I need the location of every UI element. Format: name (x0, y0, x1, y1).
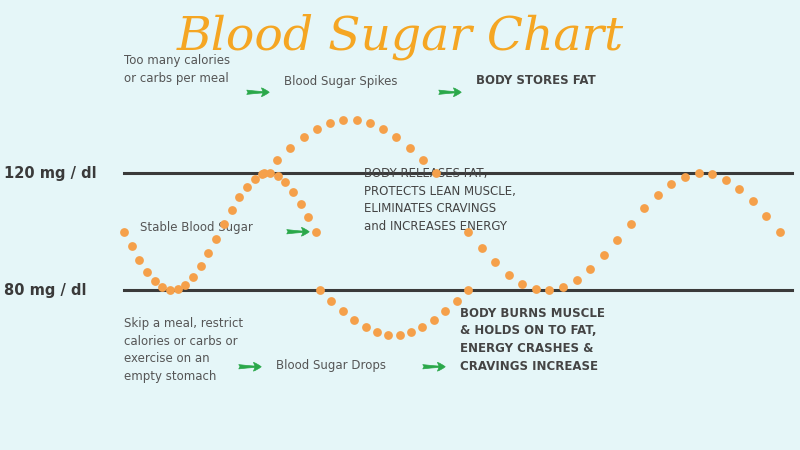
Point (286, 188, 299, 195)
Point (325, 297, 338, 305)
Point (363, 119, 376, 126)
Point (665, 180, 678, 188)
Point (489, 259, 502, 266)
Point (624, 220, 637, 227)
Point (611, 236, 624, 243)
Point (310, 125, 323, 132)
Point (271, 157, 284, 164)
Point (202, 250, 215, 257)
Text: 120 mg / dl: 120 mg / dl (4, 166, 97, 181)
Point (186, 273, 199, 280)
Point (530, 285, 542, 292)
Point (141, 268, 154, 275)
Point (256, 171, 269, 178)
Point (651, 191, 664, 198)
Point (746, 198, 759, 205)
Point (774, 228, 786, 235)
Text: BODY STORES FAT: BODY STORES FAT (476, 75, 596, 87)
Text: BODY RELEASES FAT,
PROTECTS LEAN MUSCLE,
ELIMINATES CRAVINGS
and INCREASES ENERG: BODY RELEASES FAT, PROTECTS LEAN MUSCLE,… (364, 167, 516, 233)
Point (370, 329, 383, 336)
Point (462, 287, 474, 294)
Text: Blood Sugar Drops: Blood Sugar Drops (276, 359, 386, 372)
Point (324, 119, 337, 126)
Point (171, 286, 184, 293)
Point (210, 235, 222, 243)
Point (233, 194, 246, 201)
Point (377, 125, 390, 132)
Text: Too many calories
or carbs per meal: Too many calories or carbs per meal (124, 54, 230, 85)
Point (148, 278, 161, 285)
Point (394, 331, 406, 338)
Point (760, 212, 773, 220)
Point (298, 134, 310, 141)
Point (133, 256, 146, 264)
Point (279, 179, 292, 186)
Point (336, 307, 349, 315)
Point (164, 287, 177, 294)
Point (405, 329, 418, 336)
Point (350, 116, 363, 123)
Point (258, 170, 270, 177)
Point (638, 205, 650, 212)
Text: 80 mg / dl: 80 mg / dl (4, 283, 86, 298)
Point (179, 281, 192, 288)
Point (584, 265, 597, 272)
Point (450, 297, 463, 305)
Point (462, 228, 474, 235)
Point (118, 228, 130, 235)
Point (557, 283, 570, 290)
Point (248, 175, 261, 182)
Point (348, 316, 361, 324)
Point (126, 243, 138, 250)
Point (225, 207, 238, 214)
Point (430, 170, 442, 177)
Point (382, 331, 394, 338)
Point (416, 157, 429, 164)
Point (475, 244, 488, 251)
Point (706, 171, 718, 178)
Text: Stable Blood Sugar: Stable Blood Sugar (140, 221, 253, 234)
Point (284, 144, 297, 152)
Point (427, 316, 440, 324)
Point (678, 173, 691, 180)
Point (294, 200, 307, 207)
Point (194, 262, 207, 270)
Point (733, 185, 746, 193)
Text: Blood Sugar Spikes: Blood Sugar Spikes (284, 75, 398, 87)
Point (156, 284, 169, 291)
Point (263, 170, 276, 177)
Point (692, 170, 705, 177)
Point (570, 276, 583, 283)
Point (314, 287, 326, 294)
Point (416, 324, 429, 331)
Point (359, 324, 372, 331)
Point (218, 221, 230, 228)
Point (241, 183, 254, 190)
Text: BODY BURNS MUSCLE
& HOLDS ON TO FAT,
ENERGY CRASHES &
CRAVINGS INCREASE: BODY BURNS MUSCLE & HOLDS ON TO FAT, ENE… (460, 307, 605, 373)
Point (502, 271, 515, 278)
Point (719, 176, 732, 184)
Point (598, 252, 610, 259)
Point (516, 280, 529, 287)
Point (390, 134, 402, 141)
Point (543, 287, 556, 294)
Point (403, 144, 416, 152)
Point (302, 214, 314, 221)
Text: Blood Sugar Chart: Blood Sugar Chart (177, 14, 623, 60)
Point (310, 228, 322, 235)
Point (271, 172, 284, 180)
Point (439, 307, 452, 315)
Point (337, 116, 350, 123)
Text: Skip a meal, restrict
calories or carbs or
exercise on an
empty stomach: Skip a meal, restrict calories or carbs … (124, 317, 243, 383)
